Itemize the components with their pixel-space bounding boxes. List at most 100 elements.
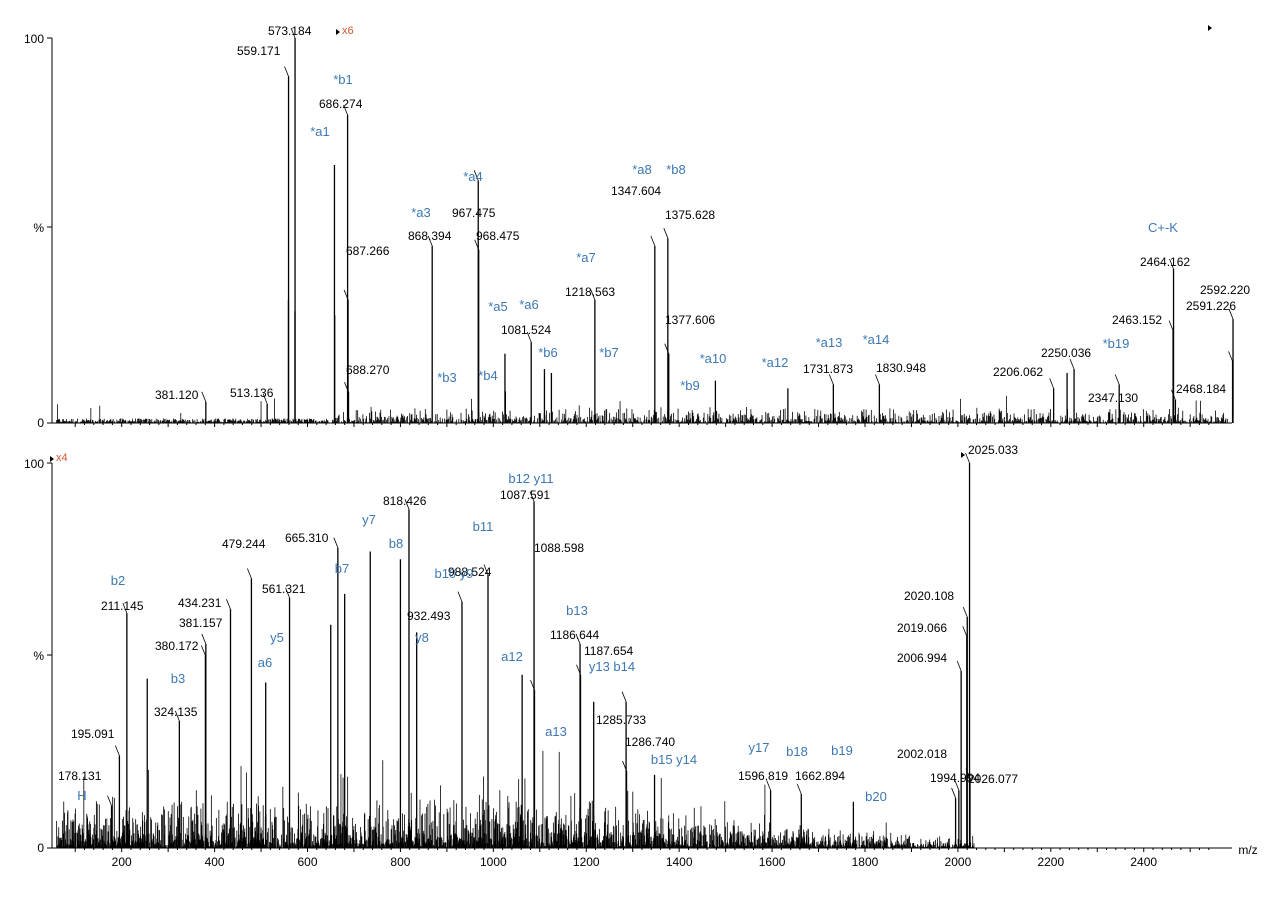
ion-annotation-y17: y17 [749,740,770,755]
magnify-marker-icon [336,29,340,35]
spectrum-panel-bottom: 100%0178.131195.091211.145324.135380.172… [24,443,1258,869]
peak-leader-line [1171,389,1176,401]
ion-annotation-a6: *a6 [519,297,539,312]
peak-leader-line [575,633,581,645]
x-tick-label-1800: 1800 [852,855,879,869]
peak-leader-line [530,680,535,691]
ion-annotation-H: H [77,788,86,803]
ion-annotation-b3: *b3 [437,370,457,385]
peak-label-2206.062: 2206.062 [993,365,1043,379]
peak-leader-line [796,783,802,795]
ion-annotation-a14: *a14 [863,332,890,347]
peak-leader-line [1168,320,1174,331]
peak-leader-line [343,104,348,116]
peak-leader-line [954,780,960,791]
peak-leader-line [576,664,581,675]
ion-annotation-a12: a12 [501,649,523,664]
ion-annotation-y5: y5 [270,630,284,645]
peak-label-1662.894: 1662.894 [795,769,845,783]
peak-leader-line [344,382,349,393]
peak-leader-line [483,564,489,575]
y-tick-label-0: 0 [37,841,44,855]
peak-label-1830.948: 1830.948 [876,361,926,375]
peak-label-2250.036: 2250.036 [1041,346,1091,360]
peak-label-573.184: 573.184 [268,24,312,38]
x-tick-label-2000: 2000 [945,855,972,869]
peak-leader-line [201,391,207,402]
peak-leader-line [664,343,670,354]
ion-annotation-a5: *a5 [488,299,508,314]
x-tick-label-1600: 1600 [759,855,786,869]
y-tick-label-percent: % [33,649,44,663]
ion-annotation-y13b14: y13 b14 [589,659,635,674]
y-tick-label-100: 100 [24,32,44,46]
peak-label-687.266: 687.266 [346,244,390,258]
peak-leader-line [262,393,268,404]
peak-label-1375.628: 1375.628 [665,208,715,222]
peak-label-1286.740: 1286.740 [625,735,675,749]
ion-annotation-a1: *a1 [310,124,330,139]
peak-leader-line [951,787,956,799]
peak-label-1187.654: 1187.654 [584,644,633,658]
peak-leader-line [663,228,669,239]
peak-label-2468.184: 2468.184 [1176,382,1226,396]
x-tick-label-400: 400 [205,855,225,869]
ion-annotation-a13: *a13 [816,335,843,350]
ion-annotation-a7: *a7 [576,250,596,265]
ion-annotation-b19: b19 [831,743,853,758]
peak-leader-line [590,289,596,300]
ion-annotation-b8: b8 [389,536,403,551]
peak-label-434.231: 434.231 [178,596,222,610]
x-tick-label-200: 200 [112,855,132,869]
peak-label-381.120: 381.120 [155,388,199,402]
peak-leader-line [247,568,252,579]
peak-label-1347.604: 1347.604 [611,184,661,198]
peak-label-2002.018: 2002.018 [897,747,947,761]
peak-leader-line [427,235,433,247]
ion-annotation-b10y9: b10 y9 [434,566,473,581]
peak-leader-line [965,768,971,779]
ion-annotation-a4: *a4 [463,169,483,184]
ion-annotation-b18: b18 [786,744,808,759]
peak-leader-line [1069,358,1075,370]
peak-label-1081.524: 1081.524 [501,323,551,337]
peak-label-211.145: 211.145 [101,599,144,613]
ion-annotation-b13: b13 [566,603,588,618]
peak-leader-line [828,374,834,385]
peak-leader-line [226,599,231,610]
peak-label-665.310: 665.310 [285,531,329,545]
peak-leader-line [107,795,112,806]
peak-label-988.524: 988.524 [448,565,492,579]
peak-leader-line [962,626,968,637]
peak-label-479.244: 479.244 [222,537,266,551]
magnify-marker-icon [50,456,54,462]
peak-label-2006.994: 2006.994 [897,651,947,665]
magnify-end-marker-icon [1208,25,1212,31]
peak-label-2463.152: 2463.152 [1112,313,1162,327]
peak-leader-line [122,603,128,614]
peak-leader-line [965,452,970,464]
ion-annotation-b11: b11 [473,519,494,534]
x-tick-label-1000: 1000 [480,855,507,869]
peak-leader-line [174,710,180,722]
peak-leader-line [343,289,349,300]
peak-leader-line [1228,351,1233,362]
peak-label-932.493: 932.493 [407,609,451,623]
peak-label-686.274: 686.274 [319,97,363,111]
ion-annotation-a3: *a3 [411,205,431,220]
peak-label-380.172: 380.172 [155,639,199,653]
peak-label-178.131: 178.131 [58,769,102,783]
peak-leader-line [457,591,463,602]
magnification-label: x6 [342,25,354,37]
x-axis-label: m/z [1238,843,1257,857]
x-tick-label-1200: 1200 [573,855,600,869]
peak-label-818.426: 818.426 [383,494,427,508]
peak-label-688.270: 688.270 [346,363,390,377]
peak-label-513.136: 513.136 [230,386,274,400]
peak-label-967.475: 967.475 [452,206,496,220]
peak-label-1218.563: 1218.563 [565,285,615,299]
peak-label-2591.226: 2591.226 [1186,299,1236,313]
peak-leader-line [1169,258,1174,270]
y-tick-label-0: 0 [37,416,44,430]
